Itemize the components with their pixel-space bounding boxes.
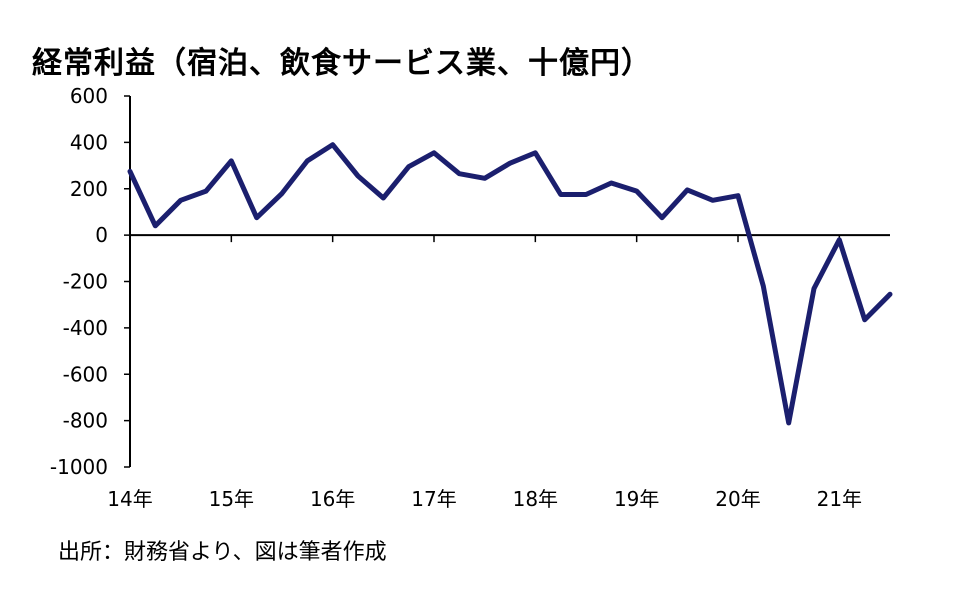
y-tick-label: -1000 [50, 455, 108, 479]
x-tick-label: 19年 [614, 487, 659, 511]
x-tick-label: 14年 [107, 487, 152, 511]
y-tick-label: -400 [63, 316, 108, 340]
chart-axes [124, 95, 890, 468]
x-tick-labels: 14年 15年 16年 17年 18年 19年 20年 21年 [107, 487, 862, 511]
x-tick-label: 16年 [310, 487, 355, 511]
x-tick-label: 15年 [209, 487, 254, 511]
series-layer [127, 142, 893, 426]
x-tick-label: 21年 [817, 487, 862, 511]
x-tick-label: 18年 [513, 487, 558, 511]
x-tick-label: 20年 [715, 487, 760, 511]
series-line [127, 142, 893, 426]
y-tick-label: 600 [70, 84, 108, 108]
y-tick-label: -800 [63, 409, 108, 433]
x-tick-label: 17年 [411, 487, 456, 511]
y-tick-labels: 600 400 200 0 -200 -400 -600 -800 -1000 [50, 84, 108, 479]
y-tick-label: 400 [70, 130, 108, 154]
y-tick-label: 0 [95, 223, 108, 247]
y-tick-label: -200 [63, 270, 108, 294]
y-tick-label: -600 [63, 362, 108, 386]
source-note: 出所：財務省より、図は筆者作成 [58, 540, 387, 565]
y-tick-label: 200 [70, 177, 108, 201]
chart-title: 経常利益（宿泊、飲食サービス業、十億円） [32, 46, 652, 81]
